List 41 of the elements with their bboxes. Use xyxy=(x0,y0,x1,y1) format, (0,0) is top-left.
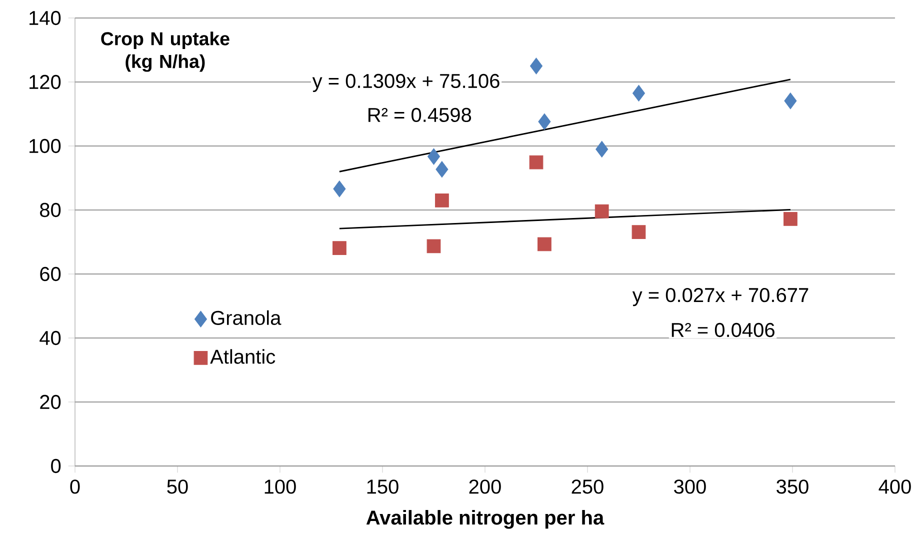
point xyxy=(333,180,346,198)
legend-label: Granola xyxy=(211,310,282,325)
x-tick-label: 0 xyxy=(70,480,80,494)
point xyxy=(632,225,646,240)
point xyxy=(784,212,798,226)
x-tick-label: 150 xyxy=(367,480,398,494)
x-tick-label: 300 xyxy=(674,480,706,494)
x-tick-label: 350 xyxy=(776,480,808,494)
point xyxy=(784,92,797,110)
point xyxy=(436,161,448,178)
annotation: y = 0.027x + 70.677 xyxy=(632,288,808,306)
y-tick-label: 40 xyxy=(40,330,61,346)
x-tick-label: 50 xyxy=(167,480,188,494)
point xyxy=(632,84,646,102)
y-axis-title: Crop N uptake (kg N/ha) xyxy=(101,32,230,72)
legend-label: Atlantic xyxy=(210,349,276,364)
point xyxy=(426,239,441,254)
y-tick-label: 80 xyxy=(40,202,61,218)
y-tick-label: 100 xyxy=(30,138,61,154)
point xyxy=(529,155,544,170)
point xyxy=(332,241,346,256)
x-axis-title: Available nitrogen per ha xyxy=(366,510,604,529)
annotation: y = 0.1309x + 75.106 xyxy=(312,74,500,92)
point xyxy=(594,204,609,218)
annotation: R² = 0.0406 xyxy=(672,322,774,338)
point xyxy=(538,237,552,252)
point xyxy=(538,113,551,130)
point xyxy=(596,140,608,158)
y-tick-label: 140 xyxy=(30,10,61,26)
x-tick-label: 100 xyxy=(264,480,296,494)
y-tick-label: 120 xyxy=(30,74,61,90)
y-tick-label: 20 xyxy=(40,394,61,410)
point xyxy=(427,148,440,165)
y-tick-label: 60 xyxy=(40,266,61,282)
x-tick-label: 200 xyxy=(469,480,501,494)
annotation: R² = 0.4598 xyxy=(368,108,472,122)
x-tick-label: 400 xyxy=(878,480,911,494)
x-tick-label: 250 xyxy=(572,480,604,494)
y-tick-label: 0 xyxy=(51,458,61,474)
point xyxy=(530,58,543,74)
point xyxy=(435,193,449,208)
